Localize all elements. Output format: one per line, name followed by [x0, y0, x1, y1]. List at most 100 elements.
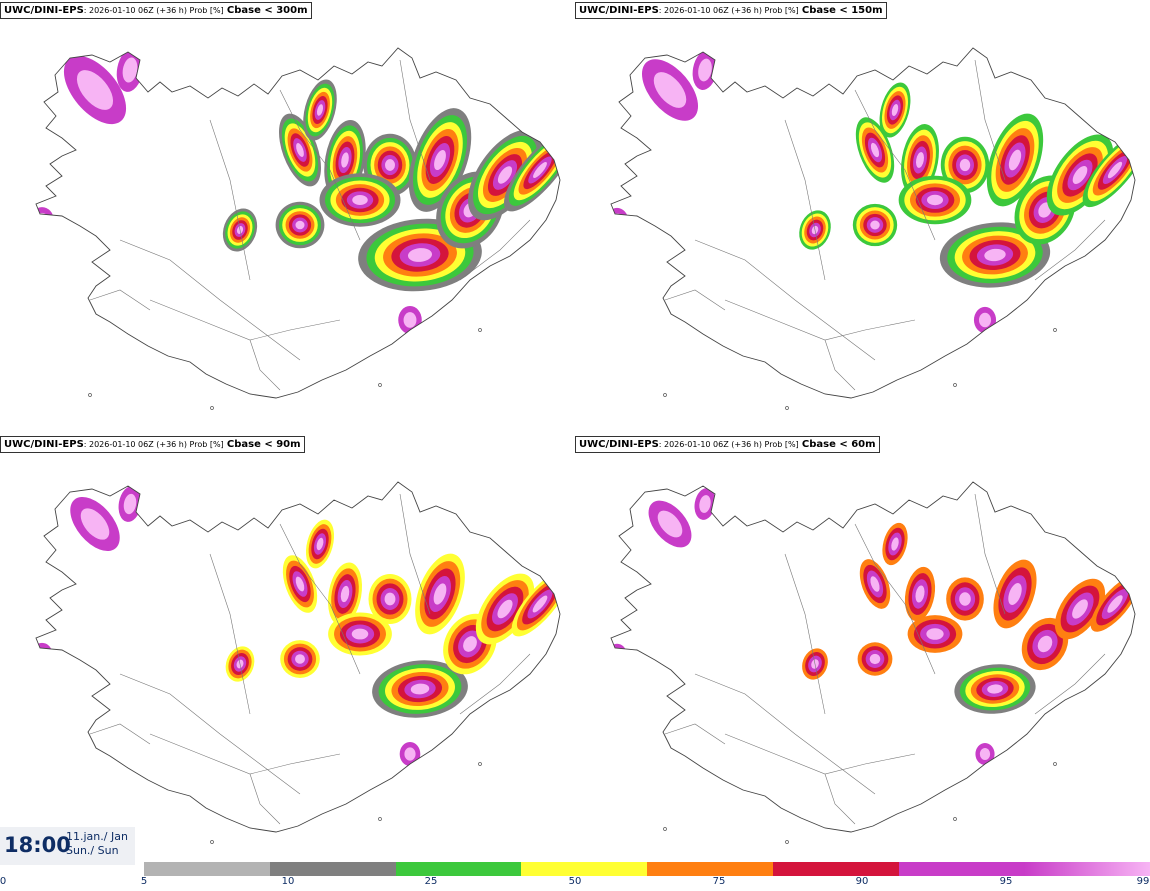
small-island	[478, 762, 482, 766]
probability-area	[497, 599, 513, 619]
probability-area	[316, 104, 324, 116]
probability-area	[891, 104, 899, 116]
probability-area	[123, 493, 137, 515]
legend-tick-label: 99	[1136, 876, 1150, 887]
iceland-map	[610, 47, 1136, 410]
probability-area	[870, 142, 880, 158]
legend-swatch	[144, 862, 270, 876]
boundary-line	[1034, 219, 1106, 281]
small-island	[378, 817, 382, 821]
probability-area	[978, 312, 992, 328]
boundary-line	[279, 89, 361, 241]
boundary-line	[974, 59, 1006, 181]
valid-time-clock: 18:00	[4, 833, 71, 857]
probability-area	[36, 207, 54, 233]
boundary-line	[119, 239, 301, 361]
legend-tick-label: 75	[712, 876, 726, 887]
probability-area	[1072, 599, 1088, 619]
run-info: : 2026-01-10 06Z (+36 h) Prob [%]	[658, 440, 799, 449]
map-panel-90m: UWC/DINI-EPS: 2026-01-10 06Z (+36 h) Pro…	[0, 434, 575, 871]
boundary-line	[149, 299, 341, 341]
boundary-line	[149, 733, 341, 775]
run-info: : 2026-01-10 06Z (+36 h) Prob [%]	[83, 440, 224, 449]
probability-area	[869, 653, 881, 665]
probability-field	[36, 486, 560, 767]
boundary-line	[119, 673, 301, 795]
coastline	[35, 481, 561, 833]
boundary-line	[249, 339, 281, 391]
panel-title: UWC/DINI-EPS: 2026-01-10 06Z (+36 h) Pro…	[0, 436, 305, 453]
probability-area	[870, 576, 880, 592]
boundary-line	[694, 239, 876, 361]
probability-area	[1107, 595, 1123, 613]
model-name: UWC/DINI-EPS	[579, 439, 659, 450]
panel-title: UWC/DINI-EPS: 2026-01-10 06Z (+36 h) Pro…	[575, 2, 887, 19]
boundary-line	[89, 289, 151, 311]
model-name: UWC/DINI-EPS	[4, 5, 84, 16]
boundary-line	[824, 773, 856, 825]
panel-title: UWC/DINI-EPS: 2026-01-10 06Z (+36 h) Pro…	[575, 436, 880, 453]
probability-area	[76, 70, 114, 110]
probability-area	[959, 592, 971, 606]
probability-area	[296, 143, 304, 157]
legend-ticks: 0 5 10 25 50 75 90 95 99	[0, 876, 1150, 890]
small-island	[663, 393, 667, 397]
legend-swatch	[647, 862, 773, 876]
probability-area	[926, 628, 944, 640]
probability-area	[403, 312, 417, 328]
probability-area	[698, 58, 712, 82]
iceland-map	[35, 47, 561, 410]
probability-area	[385, 159, 395, 171]
boundary-line	[399, 493, 431, 615]
coastline	[610, 47, 1136, 399]
panel-title: UWC/DINI-EPS: 2026-01-10 06Z (+36 h) Pro…	[0, 2, 312, 19]
boundary-line	[854, 89, 936, 241]
probability-area	[407, 248, 433, 262]
probability-area	[870, 220, 880, 230]
coastline	[610, 481, 1136, 833]
small-island	[478, 328, 482, 332]
probability-area	[699, 495, 711, 513]
probability-area	[351, 628, 369, 640]
legend-tick-label: 90	[855, 876, 869, 887]
small-island	[785, 406, 789, 410]
boundary-line	[824, 339, 856, 391]
boundary-line	[784, 119, 826, 281]
legend-tick-label: 50	[568, 876, 582, 887]
boundary-line	[209, 553, 251, 715]
boundary-line	[1034, 653, 1106, 715]
model-name: UWC/DINI-EPS	[4, 439, 84, 450]
small-island	[953, 383, 957, 387]
small-island	[210, 840, 214, 844]
boundary-line	[209, 119, 251, 281]
map-panel-60m: UWC/DINI-EPS: 2026-01-10 06Z (+36 h) Pro…	[575, 434, 1150, 871]
boundary-line	[694, 673, 876, 795]
small-island	[663, 827, 667, 831]
probability-area	[295, 576, 305, 592]
boundary-line	[459, 653, 531, 715]
parameter-label: Cbase < 150m	[801, 5, 883, 16]
probability-field	[611, 488, 1135, 765]
probability-area	[434, 149, 446, 171]
parameter-label: Cbase < 300m	[226, 5, 308, 16]
boundary-line	[459, 219, 531, 281]
coastline	[35, 47, 561, 399]
probability-area	[653, 72, 687, 108]
probability-area	[657, 510, 683, 538]
valid-date-line2: Sun./ Sun	[66, 844, 119, 857]
probability-area	[611, 213, 624, 227]
boundary-line	[664, 289, 726, 311]
probability-area	[410, 683, 430, 695]
probability-area	[611, 207, 629, 233]
valid-date-line1: 11.jan./ Jan	[66, 830, 128, 843]
run-info: : 2026-01-10 06Z (+36 h) Prob [%]	[658, 6, 799, 15]
legend-tick-label: 0	[0, 876, 7, 887]
valid-date: 11.jan./ Jan Sun./ Sun	[66, 830, 128, 858]
probability-area	[959, 158, 971, 172]
probability-area	[1008, 149, 1022, 171]
probability-area	[891, 537, 899, 551]
probability-area	[36, 647, 48, 661]
legend-tick-label: 5	[140, 876, 148, 887]
probability-area	[916, 152, 924, 168]
probability-area	[384, 592, 396, 606]
